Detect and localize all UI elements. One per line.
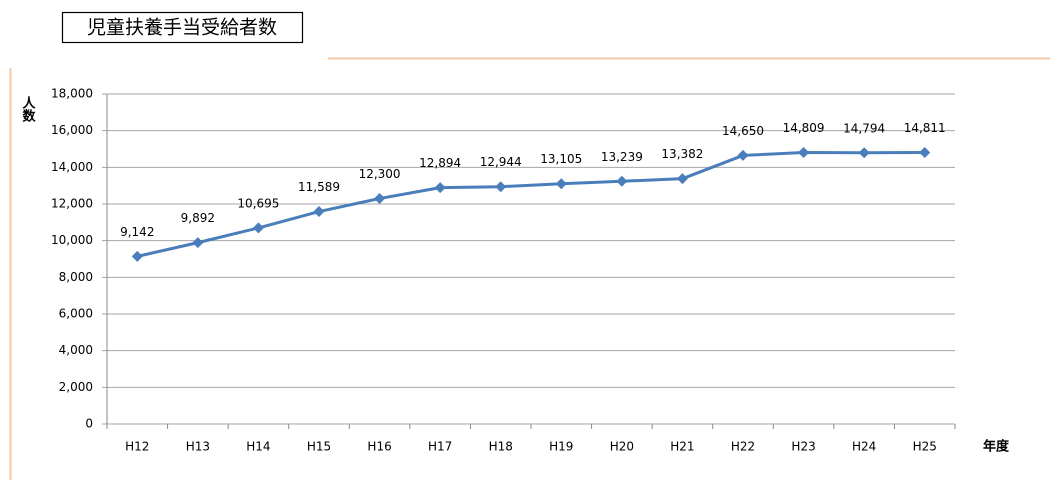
y-tick-label: 18,000 [51,87,93,101]
x-tick-label: H22 [731,440,755,454]
x-tick-label: H20 [610,440,634,454]
data-label: 14,809 [783,121,825,135]
marker [798,147,810,159]
marker [858,147,870,159]
data-label: 12,300 [359,167,401,181]
title-box [61,11,304,44]
x-tick-label: H25 [913,440,937,454]
y-tick-label: 0 [85,417,93,431]
data-label: 11,589 [298,180,340,194]
y-tick-label: 8,000 [59,270,93,284]
data-label: 12,944 [480,155,522,169]
y-tick-label: 4,000 [59,343,93,357]
data-label: 13,239 [601,150,643,164]
marker [313,206,325,218]
marker [737,149,749,161]
y-tick-label: 12,000 [51,197,93,211]
data-label: 13,105 [540,152,582,166]
x-tick-label: H16 [367,440,391,454]
y-tick-label: 6,000 [59,307,93,321]
data-label: 14,794 [843,121,885,135]
marker [131,250,143,262]
data-label: 9,142 [120,225,154,239]
marker [495,181,507,193]
marker [919,146,931,158]
x-tick-label: H14 [246,440,270,454]
x-tick-label: H12 [125,440,149,454]
marker [252,222,264,234]
data-label: 14,650 [722,124,764,138]
series-line [136,150,925,258]
x-tick-label: H21 [670,440,694,454]
x-tick-label: H15 [307,440,331,454]
data-label: 14,811 [904,121,946,135]
marker [434,182,446,194]
data-label: 9,892 [181,211,215,225]
chart-title: 児童扶養手当受給者数 [87,17,277,39]
data-label: 10,695 [237,196,279,210]
data-label: 13,382 [661,147,703,161]
y-tick-label: 2,000 [59,380,93,394]
x-tick-label: H18 [489,440,513,454]
x-tick-label: H24 [852,440,876,454]
marker [616,175,628,187]
marker [374,193,386,204]
y-tick-label: 10,000 [51,233,93,247]
x-axis-label: 年度 [983,439,1010,455]
y-tick-label: 16,000 [51,123,93,137]
y-tick-label: 14,000 [51,160,93,174]
marker [192,237,204,249]
marker [555,178,567,190]
x-tick-label: H19 [549,440,573,454]
marker [676,173,688,185]
x-tick-label: H17 [428,440,452,454]
x-tick-label: H13 [186,440,210,454]
y-axis-label: 人数 [20,95,36,123]
data-label: 12,894 [419,156,461,170]
chart-frame [9,57,1050,480]
x-tick-label: H23 [791,440,815,454]
